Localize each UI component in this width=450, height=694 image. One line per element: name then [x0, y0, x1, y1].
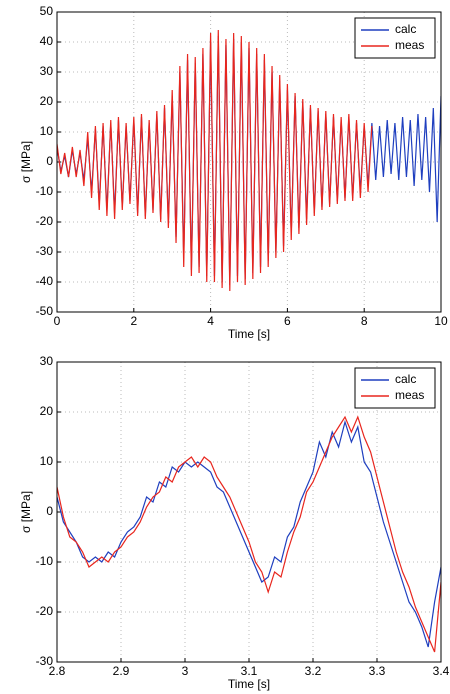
x-tick-label: 4	[207, 314, 214, 328]
legend-box	[354, 17, 436, 59]
y-tick-label: -20	[36, 214, 54, 228]
x-axis-label: Time [s]	[228, 327, 270, 341]
y-axis-label: σ [MPa]	[19, 491, 33, 533]
series-line	[57, 415, 441, 653]
y-axis-label: σ [MPa]	[19, 141, 33, 183]
series-line	[57, 29, 373, 292]
x-tick-label: 3.3	[369, 664, 386, 678]
y-tick-label: 40	[40, 34, 54, 48]
y-tick-label: 20	[40, 404, 54, 418]
y-tick-label: 10	[40, 454, 54, 468]
y-tick-label: 0	[46, 154, 53, 168]
y-tick-label: 50	[40, 4, 54, 18]
legend-box	[354, 367, 436, 409]
legend-label: meas	[395, 38, 424, 52]
x-tick-label: 2	[130, 314, 137, 328]
axes-frame	[56, 361, 442, 663]
x-tick-label: 2.9	[113, 664, 130, 678]
x-tick-label: 2.8	[49, 664, 66, 678]
x-tick-label: 10	[434, 314, 448, 328]
y-tick-label: 10	[40, 124, 54, 138]
legend-label: calc	[395, 22, 416, 36]
y-tick-label: 20	[40, 94, 54, 108]
x-tick-label: 3.4	[433, 664, 450, 678]
y-tick-label: -40	[36, 274, 54, 288]
x-tick-label: 3	[182, 664, 189, 678]
x-axis-label: Time [s]	[228, 677, 270, 691]
y-tick-label: 0	[46, 504, 53, 518]
x-tick-label: 3.1	[241, 664, 258, 678]
y-tick-label: -20	[36, 604, 54, 618]
y-tick-label: -30	[36, 654, 54, 668]
y-tick-label: -10	[36, 184, 54, 198]
legend-label: meas	[395, 388, 424, 402]
legend-label: calc	[395, 372, 416, 386]
series-line	[57, 419, 441, 648]
axes-frame	[56, 11, 442, 313]
y-tick-label: 30	[40, 354, 54, 368]
y-tick-label: -30	[36, 244, 54, 258]
y-tick-label: -50	[36, 304, 54, 318]
x-tick-label: 3.2	[305, 664, 322, 678]
y-tick-label: -10	[36, 554, 54, 568]
y-tick-label: 30	[40, 64, 54, 78]
x-tick-label: 8	[361, 314, 368, 328]
x-tick-label: 0	[54, 314, 61, 328]
x-tick-label: 6	[284, 314, 291, 328]
